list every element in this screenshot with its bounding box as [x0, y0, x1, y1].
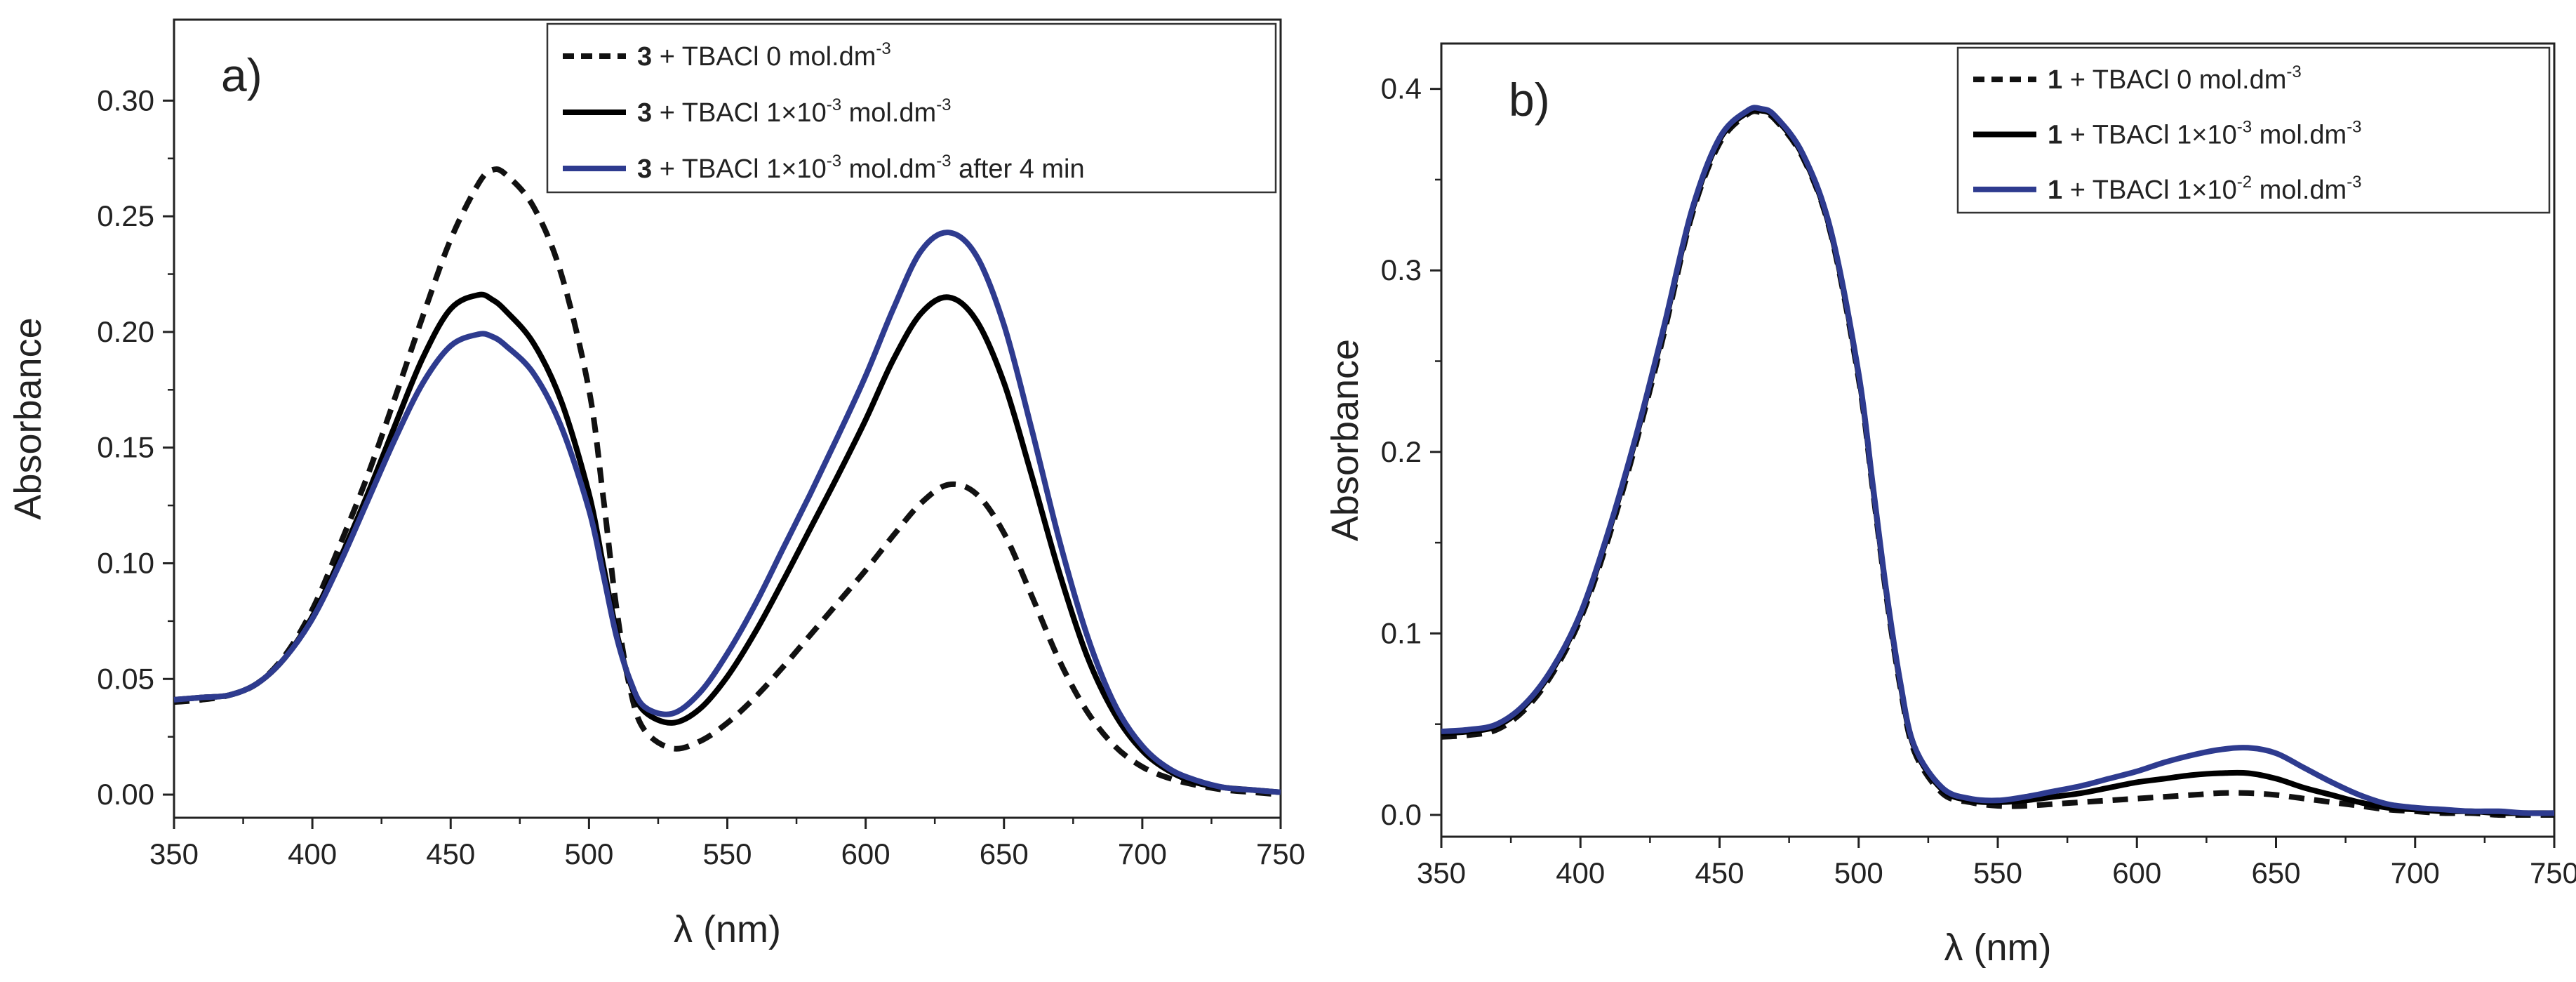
y-tick-label: 0.15 [97, 431, 154, 464]
series-line-1 [1441, 108, 2554, 818]
x-tick-label: 550 [1973, 856, 2022, 889]
legend-entry-3: 1 + TBACl 1×10-2 mol.dm-3 [2048, 173, 2362, 205]
x-tick-label: 400 [1556, 856, 1605, 889]
x-tick-label: 400 [288, 837, 337, 870]
x-tick-label: 350 [1417, 856, 1466, 889]
y-axis-title: Absorbance [1324, 339, 1366, 541]
x-tick-label: 750 [2530, 856, 2576, 889]
x-tick-label: 750 [1256, 837, 1305, 870]
y-tick-label: 0.25 [97, 199, 154, 232]
x-tick-label: 450 [1695, 856, 1744, 889]
series-line-1 [173, 166, 1281, 797]
series-line-2 [173, 291, 1281, 795]
legend-box [1956, 46, 2551, 214]
y-tick-label: 0.10 [97, 546, 154, 579]
x-tick-label: 350 [149, 837, 199, 870]
series-line-2 [1441, 106, 2554, 816]
panel-label: b) [1509, 74, 1550, 126]
x-tick-label: 500 [564, 837, 613, 870]
legend-box [546, 22, 1277, 194]
panel-a-chart: 350 400 450 500 550 600 650 700 750 0.00 0.05 0.10 0… [7, 18, 1305, 950]
x-tick-label: 450 [426, 837, 475, 870]
x-axis-title: λ (nm) [674, 908, 781, 950]
panel-label: a) [221, 49, 262, 101]
y-tick-label: 0.20 [97, 315, 154, 348]
x-axis-title: λ (nm) [1944, 927, 2052, 969]
legend-entry-1: 3 + TBACl 0 mol.dm-3 [637, 39, 891, 72]
x-tick-label: 500 [1834, 856, 1883, 889]
y-tick-label: 0.0 [1381, 798, 1422, 831]
series-line-3 [1441, 105, 2555, 816]
y-tick-label: 0.2 [1381, 435, 1422, 468]
y-tick-label: 0.3 [1381, 253, 1422, 286]
y-tick-label: 0.4 [1381, 72, 1422, 105]
y-tick-label: 0.00 [97, 778, 154, 811]
y-tick-label: 0.05 [97, 662, 154, 695]
x-tick-label: 600 [2112, 856, 2161, 889]
panel-b-chart: 350 400 450 500 550 600 650 700 750 0.0 0.1 0.2 0.3 0… [1324, 42, 2576, 969]
x-tick-label: 700 [2391, 856, 2440, 889]
x-tick-label: 600 [841, 837, 890, 870]
x-tick-label: 550 [702, 837, 752, 870]
y-axis-title: Absorbance [7, 317, 49, 519]
legend-entry-1: 1 + TBACl 0 mol.dm-3 [2048, 62, 2302, 95]
x-tick-label: 700 [1118, 837, 1167, 870]
legend-entry-2: 1 + TBACl 1×10-3 mol.dm-3 [2048, 118, 2362, 150]
x-tick-label: 650 [980, 837, 1029, 870]
x-tick-label: 650 [2251, 856, 2300, 889]
series-line-3 [173, 230, 1281, 795]
legend-entry-2: 3 + TBACl 1×10-3 mol.dm-3 [637, 95, 952, 128]
y-tick-label: 0.1 [1381, 616, 1422, 649]
y-tick-label: 0.30 [97, 84, 154, 117]
legend-entry-3: 3 + TBACl 1×10-3 mol.dm-3 after 4 min [637, 152, 1085, 184]
